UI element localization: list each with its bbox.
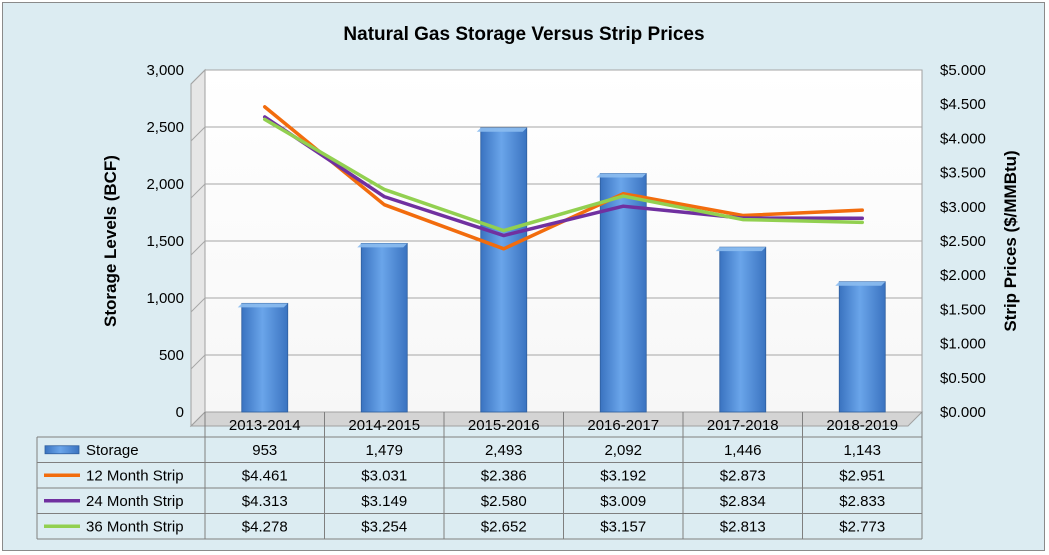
y2-tick-label: $2.000 bbox=[940, 267, 986, 284]
table-cell: $2.834 bbox=[720, 493, 766, 510]
y2-tick-label: $4.000 bbox=[940, 130, 986, 147]
y2-axis-title: Strip Prices ($/MMBtu) bbox=[1001, 150, 1020, 331]
bar-top bbox=[835, 281, 886, 286]
bar-front bbox=[360, 242, 408, 413]
table-cell: $2.813 bbox=[720, 518, 766, 535]
bar bbox=[835, 281, 886, 413]
table-cell: $2.833 bbox=[839, 493, 885, 510]
plot-floor bbox=[189, 411, 924, 427]
table-cell: 1,446 bbox=[724, 442, 762, 459]
data-table: 2013-2014 2014-2015 2015-2016 2016-2017 2017… bbox=[36, 412, 923, 540]
y-tick-label: 2,000 bbox=[146, 176, 184, 193]
table-cell: $3.192 bbox=[600, 467, 646, 484]
chart-title: Natural Gas Storage Versus Strip Prices bbox=[343, 24, 704, 45]
y2-tick-label: $5.000 bbox=[940, 62, 986, 79]
gridline-side bbox=[190, 297, 206, 313]
bar-top bbox=[715, 247, 766, 252]
table-cell: $2.580 bbox=[481, 493, 527, 510]
x-tick-label: 2015-2016 bbox=[468, 417, 540, 434]
bar-front bbox=[480, 127, 528, 413]
legend-label: 36 Month Strip bbox=[86, 518, 184, 535]
bar-top bbox=[476, 127, 527, 132]
bar-front bbox=[241, 302, 289, 413]
y-tick-label: 1,500 bbox=[146, 233, 184, 250]
table-cell: $3.149 bbox=[361, 493, 407, 510]
gridline-side bbox=[190, 240, 206, 256]
table-cell: $2.386 bbox=[481, 467, 527, 484]
gridline-side bbox=[190, 183, 206, 199]
table-cell: $4.313 bbox=[242, 493, 288, 510]
table-cell: 1,479 bbox=[365, 442, 403, 459]
y-tick-label: 500 bbox=[159, 347, 184, 364]
bar-front bbox=[599, 173, 647, 413]
table-cell: $2.873 bbox=[720, 467, 766, 484]
lines-layer bbox=[263, 105, 864, 251]
table-cell: 953 bbox=[252, 442, 277, 459]
table-cell: $2.773 bbox=[839, 518, 885, 535]
y2-tick-label: $1.500 bbox=[940, 301, 986, 318]
y-tick-label: 0 bbox=[176, 404, 184, 421]
bar bbox=[237, 302, 289, 413]
y2-tick-label: $0.000 bbox=[940, 404, 986, 421]
y-axis-title: Storage Levels (BCF) bbox=[101, 155, 120, 327]
table-cell: $4.461 bbox=[242, 467, 288, 484]
bar bbox=[476, 127, 528, 413]
y2-tick-label: $2.500 bbox=[940, 233, 986, 250]
legend-key-storage bbox=[44, 445, 80, 455]
x-tick-label: 2017-2018 bbox=[707, 417, 779, 434]
legend-label: 24 Month Strip bbox=[86, 493, 184, 510]
series-line bbox=[263, 115, 864, 238]
table-cell: 2,493 bbox=[485, 442, 523, 459]
table-cell: $2.951 bbox=[839, 467, 885, 484]
bar-top bbox=[596, 173, 647, 178]
bar bbox=[715, 246, 767, 413]
x-tick-label: 2016-2017 bbox=[587, 417, 659, 434]
y2-tick-label: $1.000 bbox=[940, 336, 986, 353]
table-cell: $3.157 bbox=[600, 518, 646, 535]
y2-tick-label: $0.500 bbox=[940, 370, 986, 387]
x-tick-label: 2018-2019 bbox=[826, 417, 898, 434]
plot-area bbox=[189, 68, 924, 428]
gridline-side bbox=[190, 69, 206, 85]
bars-layer bbox=[237, 127, 886, 413]
y-tick-label: 1,000 bbox=[146, 290, 184, 307]
table-cell: $3.031 bbox=[361, 467, 407, 484]
y2-tick-label: $3.000 bbox=[940, 199, 986, 216]
bar-top bbox=[357, 243, 408, 248]
gridline-side bbox=[190, 354, 206, 370]
table-cell: $4.278 bbox=[242, 518, 288, 535]
axes-layer: 0 500 1,000 1,500 2,000 2,500 3,000 $0.000 $0.50… bbox=[146, 62, 985, 421]
table-cell: $3.009 bbox=[600, 493, 646, 510]
y-tick-label: 3,000 bbox=[146, 62, 184, 79]
x-tick-label: 2014-2015 bbox=[348, 417, 420, 434]
series-line bbox=[263, 117, 864, 233]
y-tick-label: 2,500 bbox=[146, 119, 184, 136]
bar bbox=[357, 242, 408, 413]
table-cell: $2.652 bbox=[481, 518, 527, 535]
table-cell: $3.254 bbox=[361, 518, 407, 535]
legend-label: 12 Month Strip bbox=[86, 467, 184, 484]
legend-label: Storage bbox=[86, 442, 139, 459]
x-tick-label: 2013-2014 bbox=[229, 417, 301, 434]
bar-front bbox=[838, 281, 886, 413]
y2-tick-label: $4.500 bbox=[940, 96, 986, 113]
gridline-side bbox=[190, 126, 206, 142]
bar bbox=[596, 173, 647, 413]
table-cell: 2,092 bbox=[604, 442, 642, 459]
bar-front bbox=[719, 246, 767, 413]
bar-top bbox=[237, 303, 288, 308]
table-cell: 1,143 bbox=[843, 442, 881, 459]
y2-tick-label: $3.500 bbox=[940, 165, 986, 182]
